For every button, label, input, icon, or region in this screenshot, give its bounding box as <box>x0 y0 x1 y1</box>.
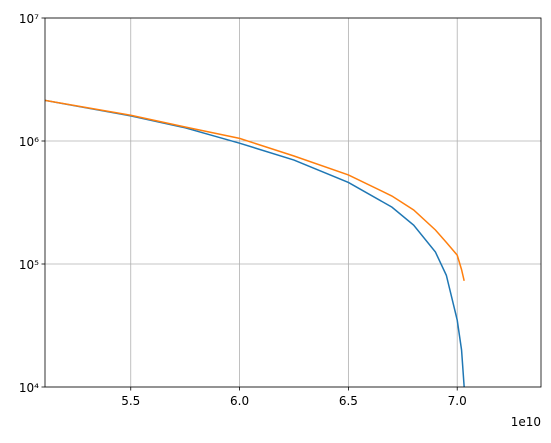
grid <box>45 17 541 388</box>
y-tick-label: 10⁷ <box>19 12 39 26</box>
plot-area <box>45 99 465 387</box>
y-tick-label: 10⁴ <box>19 381 39 395</box>
x-tick-label: 6.5 <box>339 394 358 408</box>
y-tick-label: 10⁵ <box>19 258 39 272</box>
y-tick-label: 10⁶ <box>19 135 39 149</box>
x-tick-label: 7.0 <box>448 394 467 408</box>
x-tick-label: 6.0 <box>230 394 249 408</box>
series-line <box>45 99 465 281</box>
x-offset-label: 1e10 <box>511 415 541 429</box>
ticks: 5.5 6.0 6.5 7.0 10⁴ 10⁵ 10⁶ 10⁷ <box>19 12 467 408</box>
axes-frame <box>44 17 542 388</box>
series-line <box>45 99 465 387</box>
x-tick-label: 5.5 <box>121 394 140 408</box>
